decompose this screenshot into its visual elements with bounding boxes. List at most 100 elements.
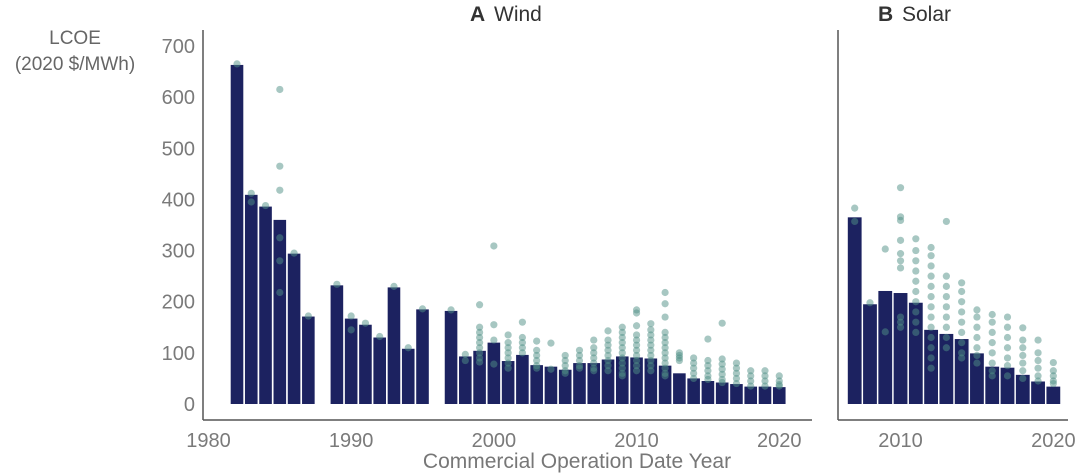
point-2013 (942, 333, 950, 342)
point-2012 (927, 364, 935, 372)
point-2012 (927, 272, 935, 280)
point-2013 (942, 272, 950, 280)
point-1999 (475, 328, 484, 336)
point-2019 (1034, 364, 1042, 372)
point-2020 (775, 382, 783, 390)
point-2009 (618, 364, 626, 372)
point-2018 (1019, 344, 1027, 352)
point-2010 (632, 346, 641, 354)
point-2003 (533, 364, 541, 372)
point-1999 (475, 333, 484, 342)
point-2005 (561, 369, 569, 377)
point-2018 (747, 367, 755, 375)
x-tick-label: 1980 (186, 430, 231, 452)
point-2019 (761, 367, 769, 375)
point-2012 (927, 354, 935, 362)
point-2012 (927, 333, 935, 342)
point-2011 (647, 341, 655, 349)
point-2016 (988, 318, 996, 326)
bar-2010 (893, 293, 908, 404)
y-axis-label-line2: (2020 $/MWh) (15, 54, 135, 75)
point-1999 (475, 358, 484, 366)
point-2018 (747, 382, 755, 390)
point-1999 (475, 323, 484, 331)
point-2007 (851, 217, 859, 226)
point-2000 (490, 242, 498, 250)
point-2002 (518, 333, 527, 342)
point-2003 (533, 337, 541, 345)
point-2011 (647, 356, 655, 365)
point-2017 (1003, 323, 1012, 331)
point-2013 (942, 344, 950, 352)
point-2010 (632, 356, 641, 365)
point-2002 (518, 318, 527, 326)
point-2009 (618, 323, 626, 331)
bar-2013 (673, 373, 686, 404)
point-2020 (775, 372, 783, 380)
point-2006 (575, 351, 584, 360)
point-1986 (290, 249, 298, 257)
x-axis-label: Commercial Operation Date Year (423, 450, 731, 473)
point-1998 (461, 350, 469, 358)
point-2016 (718, 319, 726, 327)
bar-1990 (344, 318, 358, 404)
point-2014 (958, 339, 966, 347)
bar-2007 (847, 217, 862, 404)
y-axis-label-line1: LCOE (49, 28, 101, 49)
point-2019 (1034, 372, 1042, 380)
point-2001 (504, 354, 512, 362)
point-2016 (988, 339, 996, 347)
point-2013 (942, 303, 950, 311)
point-2004 (547, 365, 555, 373)
bar-1982 (230, 64, 244, 405)
point-2011 (912, 246, 920, 255)
point-2012 (661, 333, 669, 342)
bar-1986 (287, 253, 301, 404)
point-1982 (233, 60, 241, 68)
point-2010 (896, 257, 905, 265)
point-2019 (761, 382, 769, 390)
bar-2006 (573, 363, 586, 404)
point-2001 (504, 359, 512, 367)
point-2011 (647, 351, 655, 360)
point-2014 (690, 369, 698, 377)
point-2011 (647, 331, 655, 339)
point-2010 (896, 184, 905, 192)
point-2011 (912, 328, 920, 336)
point-2016 (988, 359, 996, 367)
bar-1983 (244, 194, 258, 404)
bar-2016 (715, 382, 729, 404)
point-2002 (518, 339, 527, 347)
point-1990 (347, 326, 355, 334)
point-2009 (618, 359, 626, 367)
point-2013 (942, 323, 950, 331)
point-2011 (912, 318, 920, 326)
point-2017 (1003, 344, 1012, 352)
point-2009 (618, 344, 626, 352)
wind-panel-letter: A (470, 3, 485, 26)
point-1985 (276, 257, 284, 265)
wind-title-text: Wind (494, 3, 542, 26)
point-1984 (261, 201, 270, 210)
point-2006 (575, 356, 584, 365)
point-2012 (661, 328, 669, 336)
point-2007 (590, 367, 598, 375)
point-2015 (973, 344, 981, 352)
x-tick-label: 2020 (757, 430, 802, 452)
point-2015 (973, 333, 981, 342)
bar-2004 (544, 366, 558, 404)
point-2017 (1003, 333, 1012, 342)
wind-title: A Wind (470, 3, 542, 26)
bar-1995 (416, 309, 429, 404)
point-2018 (1019, 374, 1027, 383)
point-2015 (973, 323, 981, 331)
point-2001 (504, 349, 512, 357)
point-2003 (533, 356, 541, 365)
point-2009 (618, 349, 626, 357)
point-2010 (632, 362, 641, 370)
point-2012 (927, 323, 935, 331)
bar-1994 (401, 348, 415, 404)
point-2010 (632, 341, 641, 349)
x-tick-label: 2000 (472, 430, 517, 452)
